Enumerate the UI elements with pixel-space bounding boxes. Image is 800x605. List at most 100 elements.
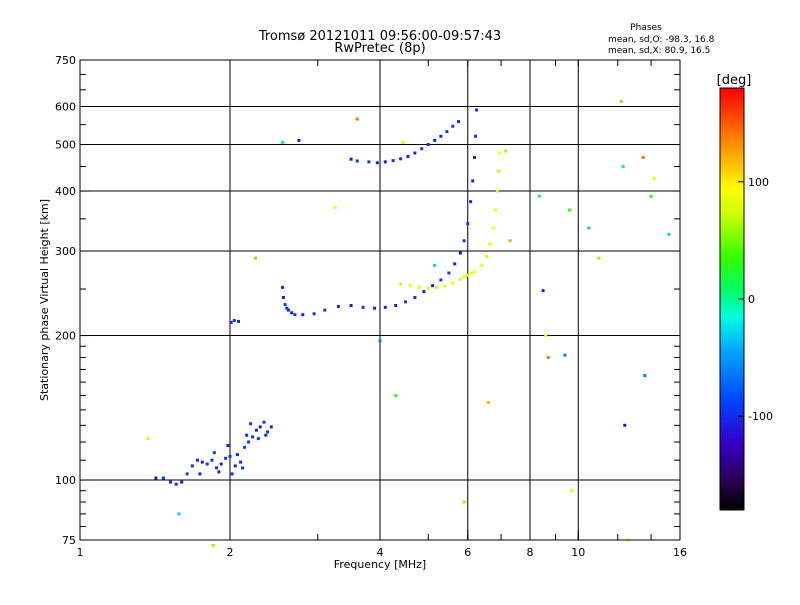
data-point <box>375 161 379 165</box>
data-point <box>418 285 421 289</box>
data-point <box>200 460 204 464</box>
data-point <box>641 155 645 159</box>
data-point <box>224 456 228 460</box>
data-point <box>301 313 305 317</box>
data-point <box>177 512 181 516</box>
data-point <box>323 308 327 312</box>
colorbar-ticks: 100 0 -100 <box>738 176 773 423</box>
data-point <box>462 239 466 243</box>
data-points <box>146 99 671 548</box>
data-point <box>643 374 647 378</box>
data-point <box>391 159 395 163</box>
data-point <box>667 232 671 236</box>
y-tick-label: 300 <box>55 245 76 258</box>
data-point <box>504 149 508 153</box>
data-point <box>281 285 285 289</box>
y-tick-label: 75 <box>62 534 76 547</box>
data-point <box>587 226 591 230</box>
data-point <box>486 401 490 405</box>
x-tick-label: 4 <box>377 546 384 559</box>
y-tick-label: 100 <box>55 474 76 487</box>
data-point <box>232 319 236 322</box>
colorbar-tick-label: 0 <box>748 293 755 306</box>
data-point <box>485 255 489 259</box>
data-point <box>447 271 451 275</box>
data-point <box>245 433 249 437</box>
x-tick-label: 6 <box>464 546 471 559</box>
data-point <box>210 458 214 462</box>
data-point <box>233 464 237 468</box>
data-point <box>471 179 475 183</box>
data-point <box>146 437 150 441</box>
data-point <box>217 470 221 474</box>
stats-header: Phases <box>630 23 662 33</box>
data-point <box>205 462 209 466</box>
data-point <box>420 147 424 151</box>
data-point <box>475 108 479 112</box>
data-point <box>264 433 268 437</box>
data-point <box>383 305 387 309</box>
data-point <box>266 430 270 434</box>
data-point <box>439 134 443 138</box>
data-point <box>422 290 426 293</box>
data-point <box>473 269 477 273</box>
x-tick-label: 1 <box>77 546 84 559</box>
colorbar-tick-label: 100 <box>748 176 769 189</box>
plot-grid <box>80 60 680 540</box>
data-point <box>198 472 202 476</box>
data-point <box>413 151 417 155</box>
data-point <box>333 205 337 209</box>
data-point <box>431 284 435 288</box>
data-point <box>215 466 219 470</box>
data-point <box>480 263 484 267</box>
plot-frame <box>79 59 681 541</box>
data-point <box>254 256 257 260</box>
data-point <box>262 420 266 424</box>
data-point <box>433 263 437 267</box>
data-point <box>185 472 189 476</box>
data-point <box>451 281 455 285</box>
data-point <box>174 482 178 486</box>
data-point <box>190 464 194 468</box>
data-point <box>169 480 173 484</box>
data-point <box>283 303 287 307</box>
data-point <box>466 273 470 277</box>
data-point <box>312 312 316 316</box>
data-point <box>469 200 473 204</box>
data-point <box>349 157 353 161</box>
colorbar-tick-label: -100 <box>748 410 773 423</box>
data-point <box>466 222 470 226</box>
data-point <box>355 117 359 121</box>
data-point <box>378 339 382 343</box>
data-point <box>401 140 405 144</box>
data-point <box>293 313 297 317</box>
data-point <box>491 226 495 230</box>
data-point <box>537 194 541 198</box>
chart-title-line1: Tromsø 20121011 09:56:00-09:57:43 <box>258 29 501 44</box>
stats-line-x: mean, sd,X: 80.9, 16.5 <box>608 46 710 56</box>
data-point <box>462 275 466 279</box>
data-point <box>212 451 216 455</box>
data-point <box>399 157 403 161</box>
data-point <box>254 428 258 432</box>
data-point <box>269 425 273 429</box>
y-axis-label: Stationary phase Virtual Height [km] <box>38 199 51 401</box>
data-point <box>498 151 502 155</box>
data-point <box>394 304 398 307</box>
data-point <box>404 300 407 304</box>
data-point <box>563 353 567 357</box>
y-tick-label: 600 <box>55 101 76 114</box>
data-point <box>451 124 455 128</box>
data-point <box>408 284 412 288</box>
data-point <box>413 296 417 299</box>
data-point <box>623 423 627 427</box>
data-point <box>228 454 232 458</box>
data-point <box>241 466 245 470</box>
data-point <box>473 155 476 159</box>
data-point <box>349 304 353 307</box>
data-point <box>597 256 601 260</box>
data-point <box>249 422 253 426</box>
data-point <box>443 284 447 288</box>
data-point <box>251 435 255 439</box>
data-point <box>570 489 574 493</box>
